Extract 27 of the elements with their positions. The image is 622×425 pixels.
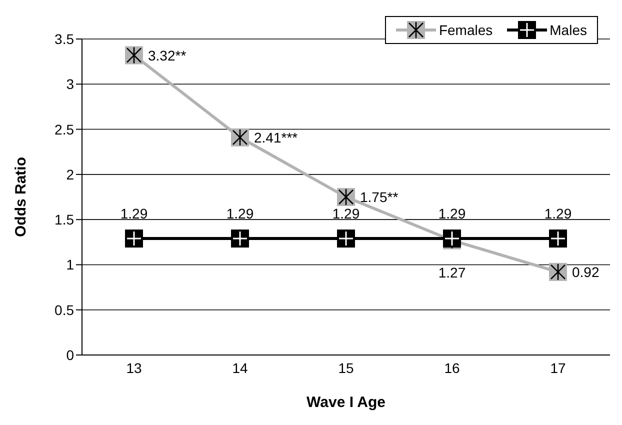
- y-tick-label: 0.5: [54, 302, 74, 318]
- legend-label: Females: [438, 22, 493, 38]
- y-tick-label: 2: [66, 166, 74, 182]
- y-axis-title: Odds Ratio: [12, 156, 30, 238]
- data-label: 1.29: [332, 206, 360, 222]
- data-label: 0.92: [572, 264, 600, 280]
- y-tick-label: 0: [66, 346, 74, 363]
- y-tick-label: 3.5: [54, 30, 74, 47]
- data-label: 1.29: [438, 206, 466, 222]
- data-label: 2.41***: [254, 129, 298, 146]
- y-tick-label: 2.5: [54, 121, 74, 138]
- data-label: 1.75**: [360, 189, 399, 205]
- x-axis-title: Wave I Age: [306, 394, 386, 411]
- y-tick-label: 1: [66, 256, 74, 273]
- legend-label: Males: [550, 22, 587, 38]
- x-tick-label: 17: [550, 360, 566, 376]
- data-label: 1.29: [226, 206, 254, 222]
- data-label: 3.32**: [148, 47, 187, 64]
- data-label: 1.27: [438, 264, 466, 280]
- x-tick-label: 14: [232, 360, 248, 376]
- data-label: 1.29: [120, 206, 148, 222]
- x-tick-label: 16: [444, 360, 460, 376]
- y-tick-label: 1.5: [54, 212, 74, 228]
- x-tick-label: 15: [338, 360, 354, 376]
- x-tick-label: 13: [126, 360, 142, 376]
- y-tick-label: 3: [66, 76, 74, 92]
- data-label: 1.29: [544, 206, 572, 222]
